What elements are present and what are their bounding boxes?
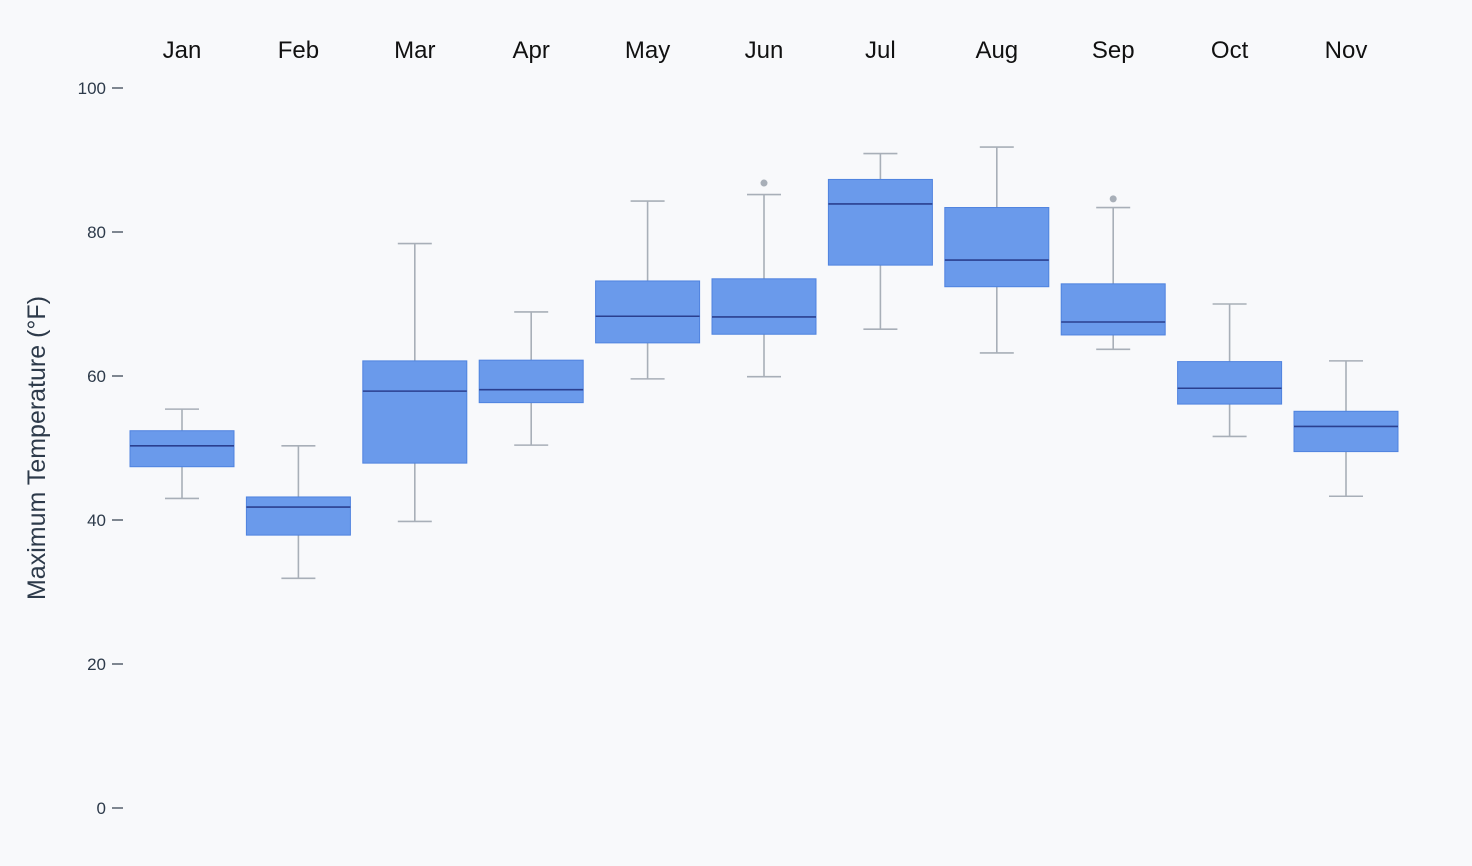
box-iqr[interactable] (1293, 410, 1399, 453)
y-tick-label: 100 (78, 79, 106, 98)
box-group[interactable] (827, 152, 933, 331)
box-iqr[interactable] (245, 496, 351, 536)
box-group[interactable] (944, 146, 1050, 354)
box-iqr[interactable] (362, 360, 468, 464)
box-group[interactable] (478, 311, 584, 446)
month-label: Oct (1211, 37, 1249, 64)
y-tick-label: 80 (87, 223, 106, 242)
month-label: Nov (1325, 37, 1368, 64)
month-label: Jun (745, 37, 784, 64)
box-group[interactable] (1060, 195, 1166, 351)
box-iqr[interactable] (129, 430, 235, 468)
outlier-point[interactable] (1109, 195, 1117, 203)
box-plot-series (129, 146, 1399, 580)
box-iqr[interactable] (1177, 361, 1283, 405)
month-label: Sep (1092, 37, 1135, 64)
month-label: May (625, 37, 670, 64)
box-group[interactable] (1293, 360, 1399, 498)
box-iqr[interactable] (478, 359, 584, 404)
box-group[interactable] (362, 242, 468, 523)
outlier-point[interactable] (760, 179, 768, 187)
box-iqr[interactable] (711, 278, 817, 335)
month-label: Jan (163, 37, 202, 64)
box-group[interactable] (711, 179, 817, 378)
y-tick-label: 0 (97, 799, 106, 818)
month-label: Apr (513, 37, 550, 64)
month-label: Mar (394, 37, 435, 64)
month-label: Feb (278, 37, 319, 64)
month-label: Aug (975, 37, 1018, 64)
box-iqr[interactable] (944, 207, 1050, 288)
box-group[interactable] (129, 408, 235, 500)
y-tick-label: 40 (87, 511, 106, 530)
y-tick-label: 20 (87, 655, 106, 674)
box-group[interactable] (595, 200, 701, 380)
box-iqr[interactable] (595, 280, 701, 344)
y-axis: 0 20 40 60 80 100 (78, 79, 123, 818)
box-iqr[interactable] (1060, 283, 1166, 336)
y-axis-title: Maximum Temperature (°F) (23, 296, 51, 600)
y-tick-label: 60 (87, 367, 106, 386)
month-labels: Jan Feb Mar Apr May Jun Jul Aug Sep Oct Nov (163, 37, 1368, 64)
box-iqr[interactable] (827, 178, 933, 266)
box-group[interactable] (245, 445, 351, 580)
box-group[interactable] (1177, 303, 1283, 438)
month-label: Jul (865, 37, 896, 64)
